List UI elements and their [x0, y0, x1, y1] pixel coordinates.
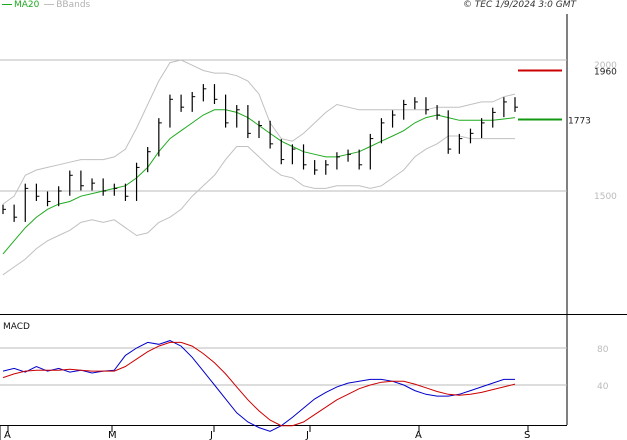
- bbands-legend-label: BBands: [56, 0, 91, 10]
- bbands-lower-line: [2, 135, 515, 276]
- price-tick-label: 2000: [594, 61, 617, 71]
- price-level-label: 1960: [594, 67, 617, 77]
- x-axis-label: A: [4, 430, 11, 440]
- chart-legend: MA20 BBands: [0, 0, 90, 11]
- ma20-legend-label: MA20: [14, 0, 40, 10]
- macd-line: [2, 340, 515, 432]
- macd-panel-title: MACD: [3, 322, 30, 332]
- credit-text: © TEC 1/9/2024 3:0 GMT: [462, 0, 576, 10]
- x-axis-label: J: [305, 430, 309, 440]
- macd-tick-label: 80: [597, 345, 609, 355]
- x-axis-label: A: [415, 430, 422, 440]
- price-level-label: 1773: [568, 116, 591, 126]
- signal-line: [2, 341, 516, 427]
- price-tick-label: 1500: [594, 192, 617, 202]
- macd-tick-label: 40: [597, 382, 609, 392]
- x-axis-label: J: [209, 430, 213, 440]
- x-axis-label: M: [108, 430, 117, 440]
- bbands-legend-swatch: [44, 4, 55, 5]
- x-axis-label: S: [524, 430, 530, 440]
- ma20-legend-swatch: [2, 4, 12, 5]
- bbands-upper-line: [2, 59, 516, 205]
